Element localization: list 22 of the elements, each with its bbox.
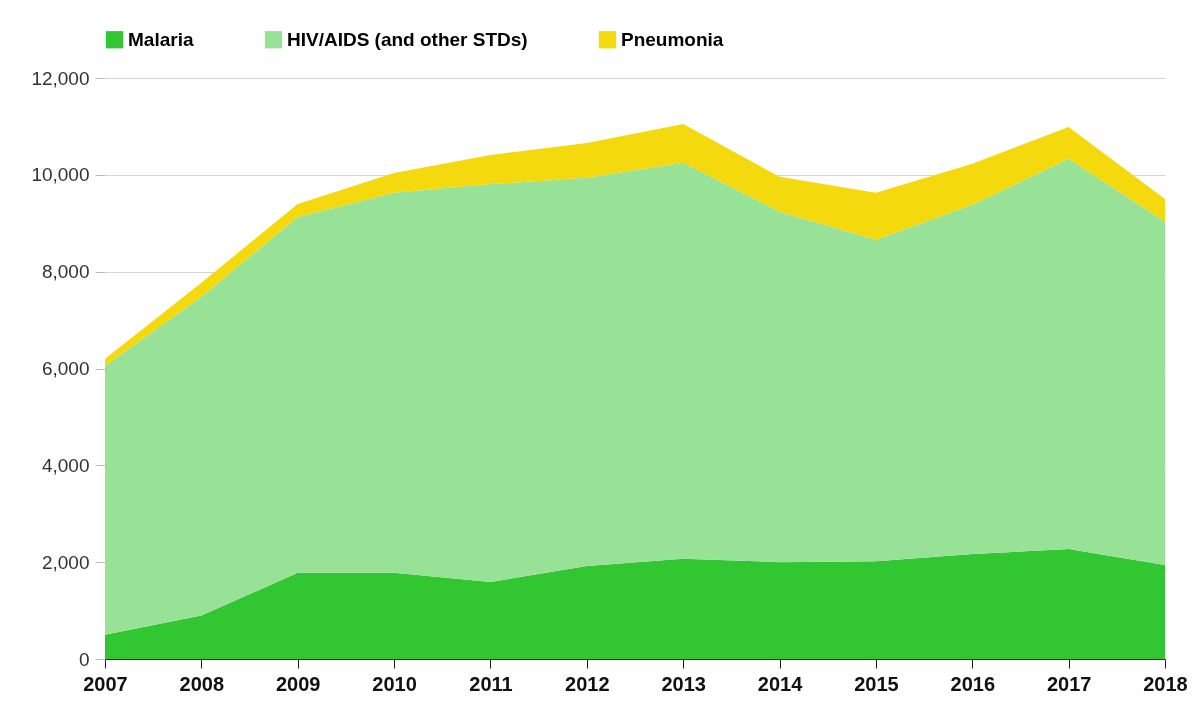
y-tick-label: 8,000 (41, 261, 90, 283)
x-tick-label: 2012 (565, 672, 610, 695)
x-tick-label: 2010 (372, 672, 417, 695)
y-tick-label: 10,000 (31, 164, 90, 186)
x-tick-label: 2014 (757, 672, 804, 695)
x-tick-label: 2017 (1046, 672, 1092, 695)
x-tick-label: 2016 (950, 672, 996, 695)
y-tick-label: 0 (78, 648, 90, 670)
y-tick-label: 4,000 (41, 454, 90, 476)
y-tick-label: 2,000 (41, 551, 90, 573)
x-tick-label: 2009 (275, 672, 321, 695)
x-tick-label: 2007 (83, 672, 128, 695)
legend-label: HIV/AIDS (and other STDs) (287, 28, 528, 50)
y-tick-label: 12,000 (31, 67, 90, 89)
y-tick-label: 6,000 (41, 358, 90, 379)
x-tick-label: 2015 (854, 672, 899, 695)
x-tick-label: 2018 (1143, 672, 1188, 695)
legend-label: Pneumonia (621, 28, 724, 50)
x-tick-label: 2011 (469, 672, 513, 695)
legend-label: Malaria (128, 28, 194, 50)
x-tick-label: 2008 (179, 672, 225, 695)
x-tick-label: 2013 (661, 672, 706, 695)
